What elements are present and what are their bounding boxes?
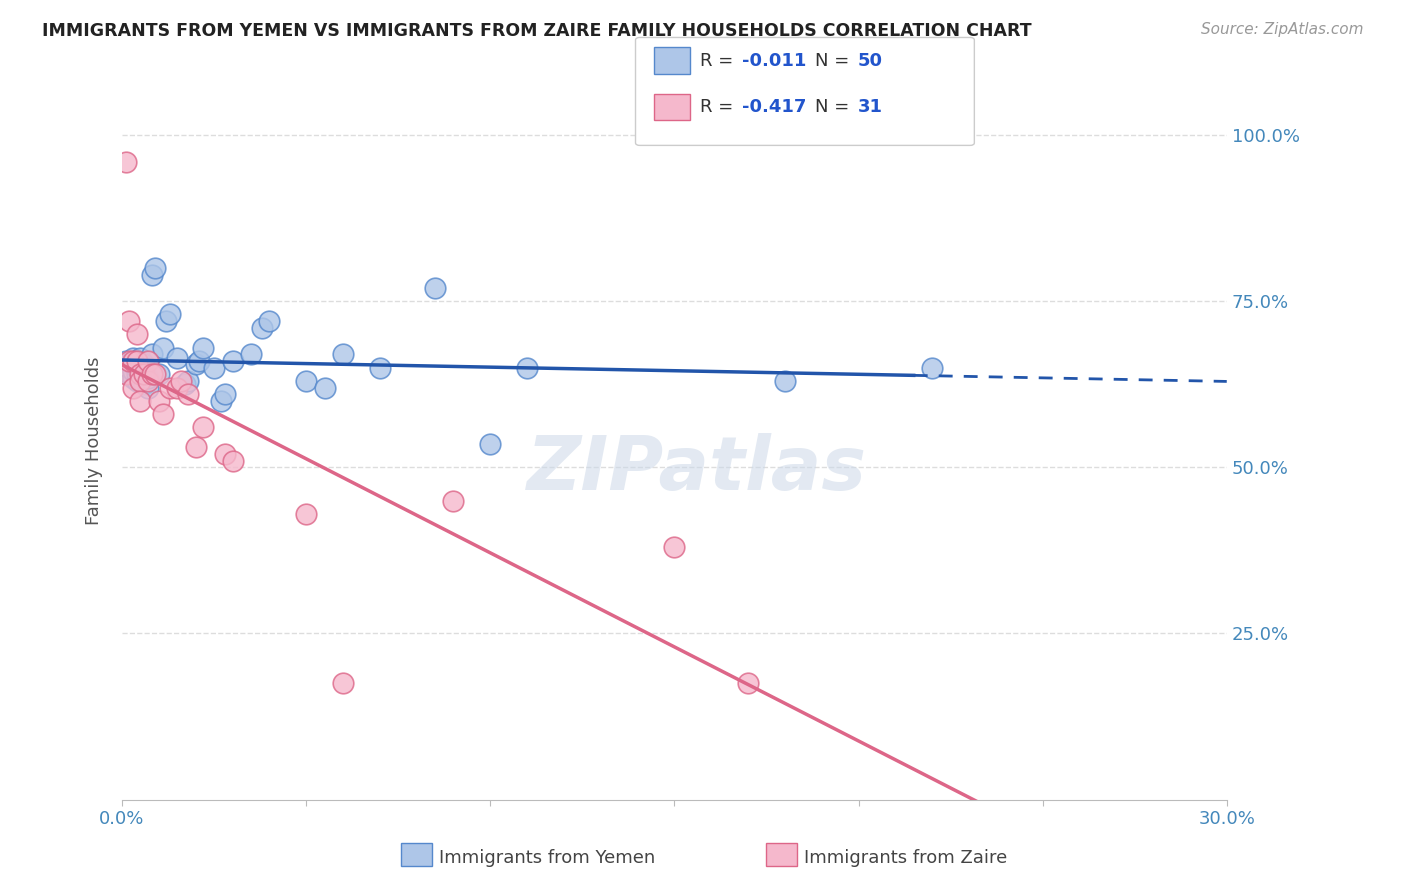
Point — [191, 341, 214, 355]
Point — [129, 393, 152, 408]
Text: -0.011: -0.011 — [742, 52, 807, 70]
Point — [134, 377, 156, 392]
Point — [122, 357, 145, 371]
Point — [177, 387, 200, 401]
Text: 31: 31 — [858, 98, 883, 116]
Point — [737, 676, 759, 690]
Point — [143, 260, 166, 275]
Point — [118, 360, 141, 375]
Point — [134, 368, 156, 382]
Point — [125, 374, 148, 388]
Point — [221, 453, 243, 467]
Text: ZIPatlas: ZIPatlas — [526, 433, 866, 506]
Point — [141, 347, 163, 361]
Point — [921, 360, 943, 375]
Text: Immigrants from Zaire: Immigrants from Zaire — [804, 849, 1008, 867]
Point — [443, 493, 465, 508]
Text: R =: R = — [700, 52, 740, 70]
Point — [129, 368, 152, 382]
Point — [136, 380, 159, 394]
Text: Source: ZipAtlas.com: Source: ZipAtlas.com — [1201, 22, 1364, 37]
Point — [125, 360, 148, 375]
Text: 50: 50 — [858, 52, 883, 70]
Point — [125, 368, 148, 382]
Text: -0.417: -0.417 — [742, 98, 807, 116]
Point — [314, 380, 336, 394]
Point — [129, 351, 152, 365]
Point — [134, 368, 156, 382]
Point — [295, 374, 318, 388]
Point — [148, 368, 170, 382]
Point — [136, 354, 159, 368]
Point — [214, 387, 236, 401]
Point — [239, 347, 262, 361]
Point — [136, 374, 159, 388]
Point — [129, 357, 152, 371]
Point — [368, 360, 391, 375]
Point — [516, 360, 538, 375]
Point — [191, 420, 214, 434]
Point — [114, 364, 136, 378]
Point — [664, 540, 686, 554]
Point — [332, 676, 354, 690]
Point — [122, 364, 145, 378]
Point — [166, 380, 188, 394]
Point — [118, 368, 141, 382]
Point — [332, 347, 354, 361]
Point — [125, 354, 148, 368]
Point — [250, 320, 273, 334]
Point — [159, 308, 181, 322]
Point — [114, 354, 136, 368]
Point — [152, 407, 174, 421]
Text: N =: N = — [815, 98, 855, 116]
Point — [118, 314, 141, 328]
Point — [143, 368, 166, 382]
Point — [134, 357, 156, 371]
Text: N =: N = — [815, 52, 855, 70]
Point — [122, 351, 145, 365]
Point — [155, 314, 177, 328]
Point — [129, 374, 152, 388]
Point — [295, 507, 318, 521]
Point — [170, 374, 193, 388]
Point — [211, 393, 233, 408]
Point — [141, 368, 163, 382]
Point — [114, 368, 136, 382]
Point — [122, 370, 145, 384]
Point — [148, 393, 170, 408]
Text: IMMIGRANTS FROM YEMEN VS IMMIGRANTS FROM ZAIRE FAMILY HOUSEHOLDS CORRELATION CHA: IMMIGRANTS FROM YEMEN VS IMMIGRANTS FROM… — [42, 22, 1032, 40]
Point — [173, 377, 195, 392]
Point — [184, 357, 207, 371]
Point — [122, 380, 145, 394]
Point — [159, 380, 181, 394]
Point — [129, 370, 152, 384]
Y-axis label: Family Households: Family Households — [86, 357, 103, 525]
Point — [259, 314, 281, 328]
Point — [423, 281, 446, 295]
Point — [184, 441, 207, 455]
Point — [214, 447, 236, 461]
Point — [773, 374, 796, 388]
Point — [177, 374, 200, 388]
Point — [114, 154, 136, 169]
Point — [122, 354, 145, 368]
Point — [129, 364, 152, 378]
Text: Immigrants from Yemen: Immigrants from Yemen — [439, 849, 655, 867]
Point — [202, 360, 225, 375]
Text: R =: R = — [700, 98, 740, 116]
Point — [125, 327, 148, 342]
Point — [152, 341, 174, 355]
Point — [188, 354, 211, 368]
Point — [125, 354, 148, 368]
Point — [479, 437, 502, 451]
Point — [141, 268, 163, 282]
Point — [118, 354, 141, 368]
Point — [221, 354, 243, 368]
Point — [166, 351, 188, 365]
Point — [136, 370, 159, 384]
